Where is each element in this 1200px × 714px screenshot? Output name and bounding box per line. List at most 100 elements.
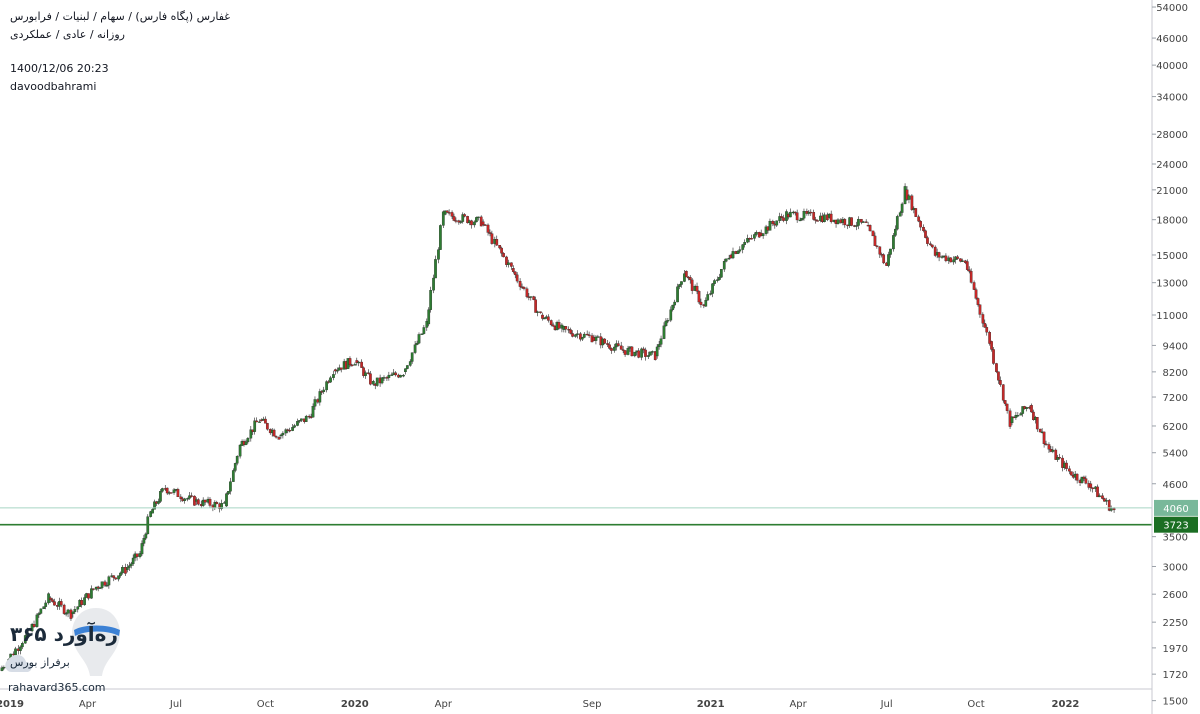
candle [956, 254, 959, 261]
candle-body [434, 259, 437, 279]
candle-body [437, 249, 440, 260]
candle-body [71, 611, 75, 614]
candle [481, 219, 485, 227]
candle-body [549, 320, 553, 326]
chart-title: غفارس (پگاه فارس) / سهام / لبنیات / فراب… [10, 10, 231, 23]
candle-body [284, 429, 288, 434]
candle-body [272, 429, 276, 437]
candle-body [87, 593, 90, 599]
candle [585, 330, 589, 336]
candle [439, 224, 442, 250]
candle [793, 211, 797, 216]
candle-body [318, 391, 322, 403]
price-tick-label: 24000 [1156, 160, 1188, 171]
candle [348, 356, 352, 368]
candle-body [466, 216, 469, 224]
candle [443, 210, 447, 216]
candle-body [1016, 415, 1020, 417]
candle [809, 209, 813, 216]
candle [399, 374, 402, 378]
candle [666, 318, 670, 324]
candle [213, 500, 217, 510]
candle [249, 425, 253, 442]
candle-body [594, 336, 598, 341]
candle [949, 257, 953, 263]
candle [621, 346, 625, 353]
candle-body [80, 600, 84, 606]
candle-body [369, 373, 372, 385]
candle-body [73, 609, 77, 613]
candle-body [736, 251, 740, 254]
candle-body [339, 367, 343, 370]
candle [1103, 497, 1106, 502]
candle-body [1010, 416, 1014, 424]
candle-body [140, 543, 144, 555]
candle [334, 368, 337, 375]
candle-body [579, 333, 582, 340]
candle [172, 488, 176, 495]
candle-body [678, 284, 681, 287]
candle [510, 262, 513, 270]
candle-body [265, 423, 269, 430]
candle-body [311, 406, 315, 418]
candle-body [603, 338, 607, 344]
candle [630, 346, 634, 357]
candle-body [30, 624, 34, 632]
candle-body [905, 189, 909, 200]
candle-body [746, 238, 749, 243]
candle-body [515, 274, 519, 282]
candle-body [974, 289, 978, 299]
candle-body [997, 371, 1000, 381]
candle-body [415, 342, 419, 345]
candle [690, 278, 694, 295]
candle-body [229, 481, 232, 492]
candle-body [990, 341, 993, 350]
candle [985, 324, 989, 336]
candle [390, 372, 394, 376]
candle-body [64, 613, 68, 615]
chart-datetime: 1400/12/06 20:23 [10, 62, 109, 75]
candle [722, 258, 726, 272]
candle-body [279, 434, 283, 437]
price-tick-label: 28000 [1156, 130, 1188, 141]
candle-body [425, 321, 429, 328]
time-tick-label: Jul [169, 699, 182, 710]
candle [507, 259, 510, 268]
candle-body [585, 333, 589, 336]
candle [337, 364, 341, 371]
candle-body [220, 503, 224, 509]
logo-url[interactable]: rahavard365.com [8, 681, 106, 694]
candle [926, 235, 929, 247]
candle-body [32, 624, 36, 627]
candle [313, 396, 317, 410]
candle [488, 229, 492, 237]
candle-body [96, 586, 100, 589]
candle [144, 532, 148, 541]
candle [44, 600, 48, 610]
candle [688, 275, 692, 284]
candle-body [930, 244, 934, 248]
candle-body [771, 220, 775, 225]
candle [795, 209, 799, 223]
candle-body [719, 269, 723, 278]
candle [800, 217, 804, 222]
price-tick-label: 40000 [1156, 61, 1188, 72]
candle [244, 439, 248, 446]
candle [952, 256, 956, 265]
candle [264, 416, 267, 424]
candle-body [190, 495, 193, 497]
candle-body [690, 279, 694, 291]
candle [543, 316, 546, 320]
candle [208, 496, 212, 508]
candle [814, 216, 817, 224]
candle-body [1103, 498, 1106, 502]
candle-body [417, 334, 421, 344]
candle [112, 575, 116, 582]
candle-body [42, 606, 46, 610]
candle-body [447, 212, 451, 214]
candle [265, 422, 269, 431]
candle [718, 273, 721, 281]
